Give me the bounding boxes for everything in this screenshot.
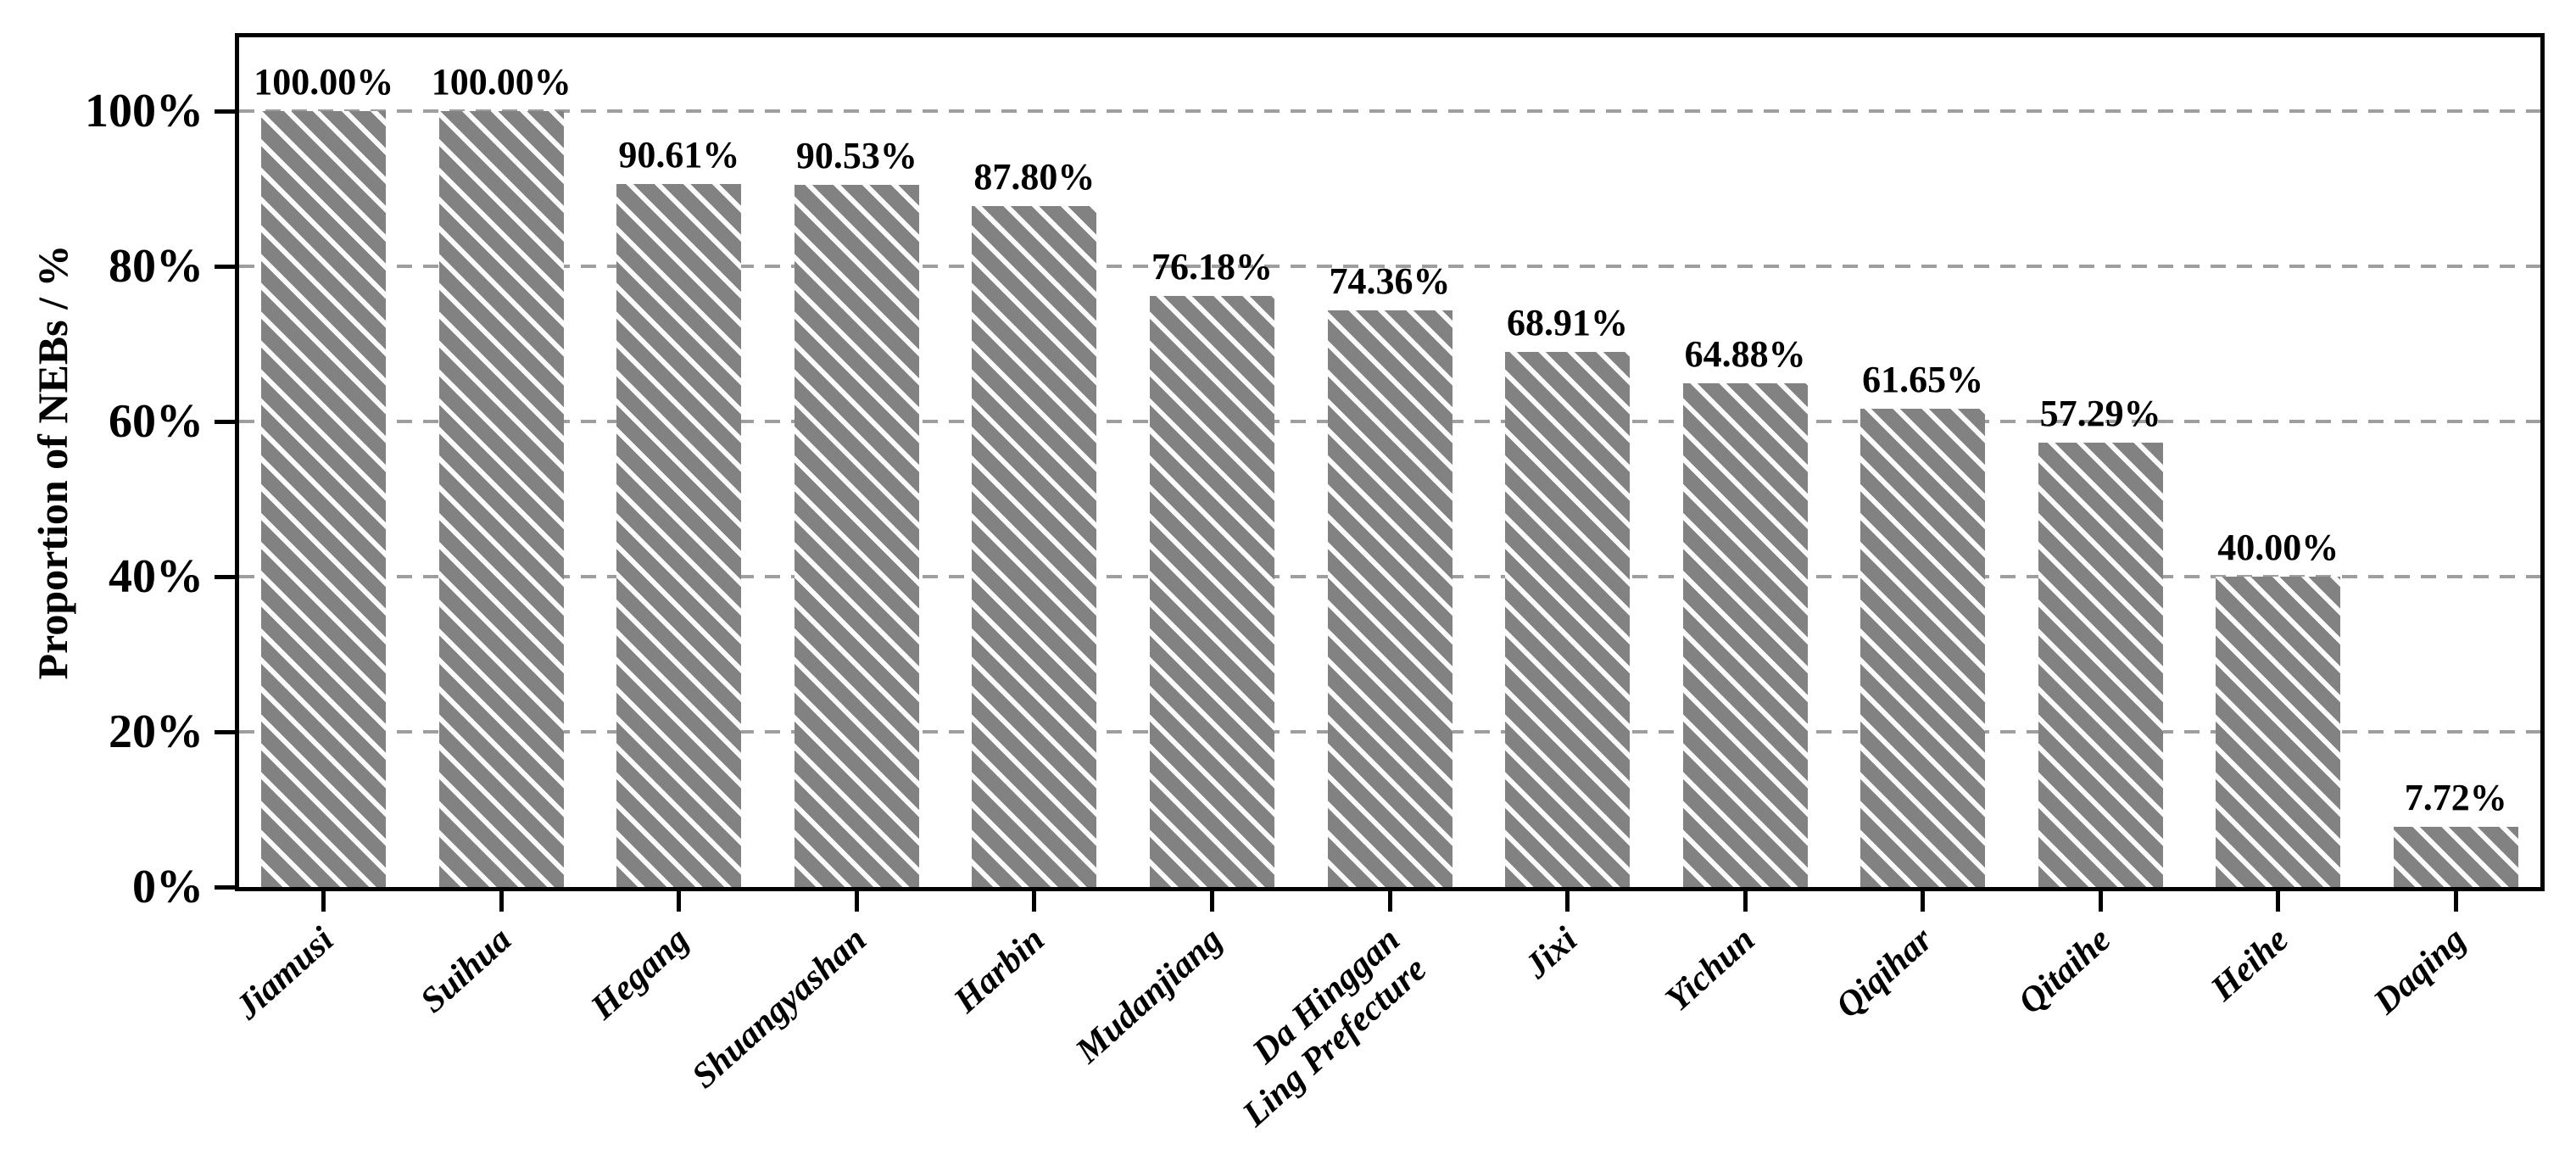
x-tick-mark — [1387, 887, 1392, 912]
bar-value-label: 40.00% — [2217, 527, 2339, 568]
y-tick-label: 20% — [109, 706, 204, 758]
bar-value-label: 76.18% — [1151, 245, 1273, 287]
bar-qitaihe — [2038, 442, 2163, 887]
bar-mudanjiang — [1149, 295, 1274, 887]
bar-suihua — [438, 111, 564, 887]
x-tick-mark — [1742, 887, 1748, 912]
bar-value-label: 68.91% — [1507, 302, 1629, 344]
x-tick-label-mudanjiang: Mudanjiang — [1068, 920, 1230, 1071]
bar-value-label: 61.65% — [1862, 358, 1984, 400]
bar-daqing — [2393, 827, 2518, 887]
x-tick-label-da-hinggan: Da Hinggan Ling Prefecture — [1235, 920, 1435, 1135]
bar-jixi — [1505, 352, 1631, 887]
y-tick-label: 40% — [109, 550, 204, 603]
y-tick-label: 100% — [85, 85, 204, 137]
x-tick-label-qiqihar: Qiqihar — [1829, 920, 1941, 1026]
bar-value-label: 74.36% — [1329, 259, 1451, 302]
x-tick-mark — [1921, 887, 1926, 912]
bar-heihe — [2216, 577, 2341, 887]
bar-yichun — [1682, 383, 1808, 887]
x-tick-label-suihua: Suihua — [413, 920, 520, 1021]
bar-jiamusi — [261, 111, 387, 887]
y-tick-mark-20 — [215, 729, 239, 734]
bar-value-label: 100.00% — [431, 61, 572, 103]
x-tick-label-hegang: Hegang — [583, 920, 697, 1028]
y-tick-mark-40 — [215, 574, 239, 579]
y-tick-label: 0% — [132, 861, 204, 913]
x-tick-label-harbin: Harbin — [946, 920, 1052, 1021]
bar-value-label: 100.00% — [254, 61, 394, 103]
x-tick-mark — [499, 887, 504, 912]
bar-value-label: 64.88% — [1684, 333, 1806, 376]
x-tick-mark — [1032, 887, 1037, 912]
x-tick-label-heihe: Heihe — [2203, 920, 2296, 1009]
bar-qiqihar — [1860, 408, 1986, 887]
bar-value-label: 87.80% — [973, 155, 1096, 198]
bar-value-label: 90.53% — [795, 134, 917, 176]
bar-da-hinggan — [1327, 310, 1452, 887]
plot-border — [235, 33, 2545, 891]
x-tick-mark — [321, 887, 326, 912]
y-axis-title: Proportion of NEBs / % — [29, 244, 76, 680]
bar-harbin — [972, 205, 1097, 887]
bar-value-label: 57.29% — [2039, 392, 2161, 434]
bar-value-label: 90.61% — [618, 133, 740, 176]
x-tick-label-jiamusi: Jiamusi — [228, 920, 342, 1028]
y-tick-label: 60% — [109, 395, 204, 448]
y-tick-mark-60 — [215, 419, 239, 424]
y-tick-mark-80 — [215, 264, 239, 269]
gridline-100pct — [239, 109, 2540, 113]
y-tick-mark-0 — [215, 884, 239, 890]
bar-shuangyashan — [794, 184, 919, 887]
y-tick-label: 80% — [109, 240, 204, 293]
x-tick-label-qitaihe: Qitaihe — [2010, 920, 2118, 1023]
x-tick-mark — [2453, 887, 2458, 912]
x-tick-mark — [2098, 887, 2103, 912]
x-tick-label-shuangyashan: Shuangyashan — [684, 920, 875, 1096]
x-tick-mark — [2276, 887, 2281, 912]
x-tick-mark — [854, 887, 859, 912]
y-tick-mark-100 — [215, 109, 239, 114]
gridline-80pct — [239, 265, 2540, 268]
x-tick-label-yichun: Yichun — [1659, 920, 1763, 1019]
bar-hegang — [616, 183, 742, 887]
bar-value-label: 7.72% — [2404, 777, 2507, 819]
x-tick-mark — [1209, 887, 1214, 912]
x-tick-label-jixi: Jixi — [1517, 920, 1586, 986]
x-tick-mark — [677, 887, 682, 912]
x-tick-label-daqing: Daqing — [2366, 920, 2474, 1023]
x-tick-mark — [1565, 887, 1570, 912]
